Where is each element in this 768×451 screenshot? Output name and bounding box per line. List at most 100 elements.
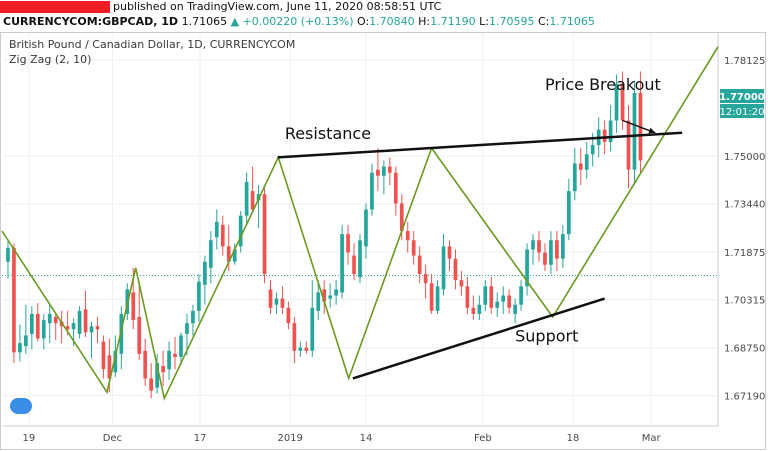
- candle-body: [334, 289, 338, 296]
- published-info: published on TradingView.com, June 11, 2…: [113, 0, 442, 13]
- candle-body: [507, 295, 512, 308]
- candle-body: [322, 289, 327, 302]
- chart-frame: [0, 32, 766, 450]
- candle-body: [77, 310, 82, 334]
- candle-body: [113, 350, 118, 373]
- candle-body: [364, 209, 368, 247]
- support-line: [352, 297, 606, 380]
- candle-body: [399, 203, 404, 232]
- candle-body: [71, 323, 76, 330]
- chart-title: British Pound / Canadian Dollar, 1D, CUR…: [9, 38, 296, 51]
- candle-body: [453, 258, 458, 281]
- high-value: 1.71190: [430, 15, 476, 28]
- x-tick-label: 18: [567, 433, 580, 444]
- last-price: 1.71065: [181, 15, 228, 28]
- candle-body: [411, 240, 416, 256]
- candle-body: [566, 191, 571, 235]
- candle-body: [208, 240, 213, 268]
- candle-body: [53, 317, 58, 324]
- close-value: 1.71065: [549, 15, 595, 28]
- candle-body: [149, 378, 154, 391]
- candle-body: [513, 304, 517, 314]
- candle-body: [191, 310, 195, 324]
- candle-body: [173, 353, 177, 357]
- candle-body: [185, 323, 189, 334]
- candle-body: [203, 261, 207, 285]
- candle-body: [167, 350, 171, 370]
- candle-body: [543, 252, 547, 265]
- x-tick-label: 19: [22, 433, 35, 444]
- close-label: C:: [537, 15, 550, 28]
- price-label-box: [720, 89, 764, 103]
- candle-body: [29, 313, 34, 334]
- candle-body: [83, 309, 88, 333]
- low-value: 1.70595: [488, 15, 535, 28]
- candle-body: [584, 154, 589, 170]
- candle-body: [47, 313, 52, 324]
- candle-body: [89, 326, 94, 333]
- redacted-author-bar: [0, 1, 110, 13]
- candle-body: [179, 335, 183, 357]
- header-bar: published on TradingView.com, June 11, 2…: [0, 0, 768, 32]
- candle-body: [495, 301, 500, 308]
- candle-body: [95, 326, 100, 330]
- candle-body: [101, 341, 106, 370]
- candle-body: [471, 307, 476, 314]
- candle-body: [519, 286, 523, 305]
- x-tick-label: 17: [194, 433, 207, 444]
- candle-body: [483, 286, 488, 305]
- candle-body: [537, 240, 541, 253]
- candle-body: [107, 355, 112, 379]
- candle-body: [578, 163, 583, 170]
- candle-body: [590, 145, 595, 155]
- y-tick-label: 1.75000: [724, 152, 765, 163]
- candle-body: [328, 295, 333, 299]
- candle-body: [561, 234, 565, 259]
- candle-body: [423, 274, 428, 284]
- candle-body: [626, 120, 631, 170]
- symbol: CURRENCYCOM:GBPCAD, 1D: [3, 15, 179, 28]
- candle-body: [477, 304, 482, 314]
- candle-body: [35, 313, 40, 339]
- x-tick-label: Mar: [642, 433, 662, 444]
- candle-body: [280, 298, 285, 308]
- candle-body: [155, 363, 159, 388]
- annotation-label: Support: [515, 327, 578, 346]
- candle-body: [292, 323, 297, 351]
- candle-body: [441, 246, 446, 290]
- candle-body: [137, 317, 142, 354]
- candle-body: [531, 240, 535, 250]
- candle-body: [382, 166, 386, 176]
- candle-body: [274, 298, 279, 305]
- x-tick-label: Dec: [103, 433, 122, 444]
- candle-body: [572, 163, 577, 192]
- candle-body: [358, 240, 362, 278]
- candle-body: [220, 224, 225, 247]
- candle-body: [387, 166, 392, 173]
- candle-body: [393, 172, 398, 204]
- candle-body: [262, 194, 267, 275]
- candle-body: [429, 283, 434, 311]
- high-label: H:: [418, 15, 431, 28]
- candle-body: [226, 246, 231, 262]
- candle-body: [197, 281, 201, 311]
- indicator-legend: Zig Zag (2, 10): [9, 53, 92, 66]
- candle-body: [608, 120, 613, 142]
- candle-body: [632, 92, 637, 170]
- candle-body: [250, 191, 255, 210]
- annotation-label: Price Breakout: [545, 75, 661, 94]
- candle-body: [340, 234, 344, 293]
- tradingview-logo-icon: [10, 398, 32, 414]
- candle-body: [131, 292, 136, 321]
- candle-body: [232, 249, 237, 262]
- candle-body: [549, 240, 553, 265]
- candle-body: [346, 234, 350, 253]
- candle-body: [405, 231, 410, 241]
- low-label: L:: [479, 15, 489, 28]
- candle-body: [286, 307, 291, 324]
- x-tick-label: 14: [360, 433, 373, 444]
- candle-body: [143, 350, 148, 379]
- candle-body: [417, 255, 422, 275]
- candle-body: [12, 247, 16, 353]
